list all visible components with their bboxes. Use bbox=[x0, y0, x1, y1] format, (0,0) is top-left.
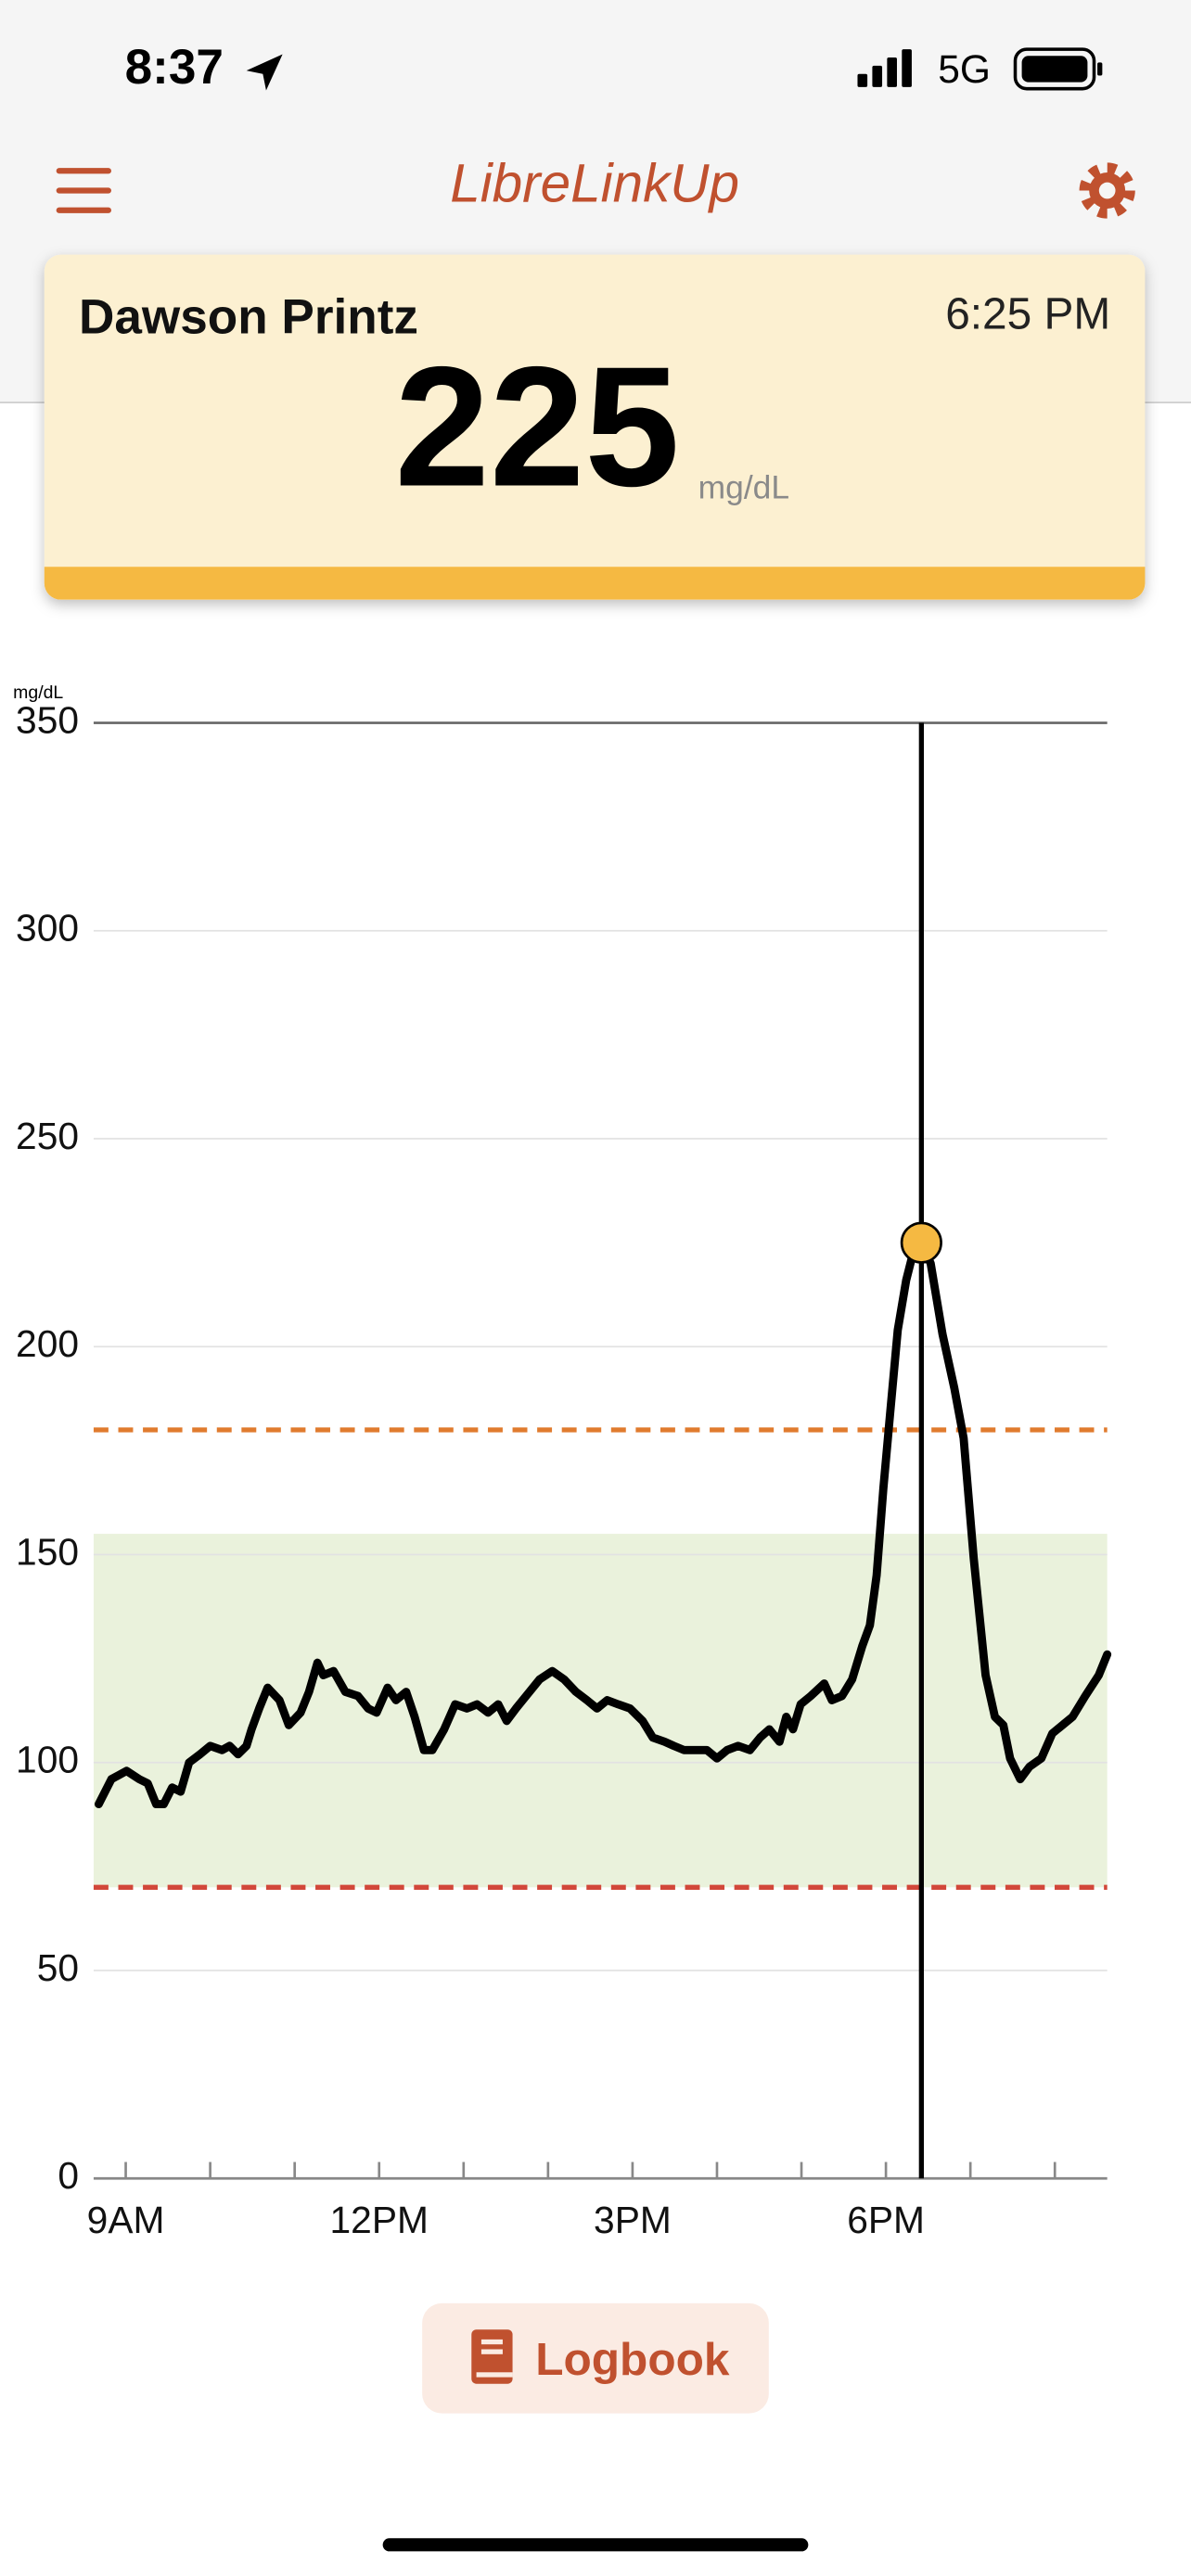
y-tick-label: 300 bbox=[16, 907, 79, 950]
x-tick-label: 3PM bbox=[594, 2199, 672, 2241]
y-tick-label: 50 bbox=[37, 1946, 79, 1989]
y-tick-label: 100 bbox=[16, 1739, 79, 1781]
menu-button[interactable] bbox=[56, 168, 111, 213]
reading-card[interactable] bbox=[44, 254, 1146, 600]
settings-button[interactable] bbox=[1079, 162, 1135, 219]
home-indicator bbox=[382, 2538, 809, 2552]
x-tick-label: 9AM bbox=[87, 2199, 165, 2241]
x-tick-label: 12PM bbox=[330, 2199, 429, 2241]
patient-name: Dawson Printz bbox=[79, 290, 418, 345]
y-axis-label: mg/dL bbox=[13, 682, 63, 703]
glucose-line bbox=[94, 1238, 1112, 1809]
card-status-bar bbox=[44, 567, 1146, 600]
reading-unit: mg/dL bbox=[698, 468, 789, 505]
location-icon bbox=[246, 54, 283, 91]
reading-time: 6:25 PM bbox=[945, 290, 1110, 339]
battery-icon bbox=[1013, 47, 1103, 91]
signal-icon bbox=[857, 49, 912, 87]
y-tick-label: 0 bbox=[58, 2154, 79, 2197]
x-tick-label: 6PM bbox=[847, 2199, 925, 2241]
status-time: 8:37 bbox=[125, 40, 224, 95]
y-tick-label: 350 bbox=[16, 698, 79, 741]
y-tick-label: 250 bbox=[16, 1115, 79, 1157]
y-tick-label: 200 bbox=[16, 1322, 79, 1365]
glucose-reading: 225 bbox=[394, 331, 679, 522]
logbook-button[interactable]: Logbook bbox=[422, 2302, 769, 2414]
glucose-chart: mg/dL 0 50 100 150 200 250 300 350 9AM 12PM 3PM 6PM bbox=[13, 682, 1112, 2241]
logbook-label[interactable]: Logbook bbox=[535, 2333, 730, 2385]
y-tick-label: 150 bbox=[16, 1530, 79, 1573]
network-type: 5G bbox=[938, 48, 991, 92]
current-reading-marker bbox=[900, 1221, 942, 1264]
app-title: LibreLinkUp bbox=[450, 153, 739, 213]
